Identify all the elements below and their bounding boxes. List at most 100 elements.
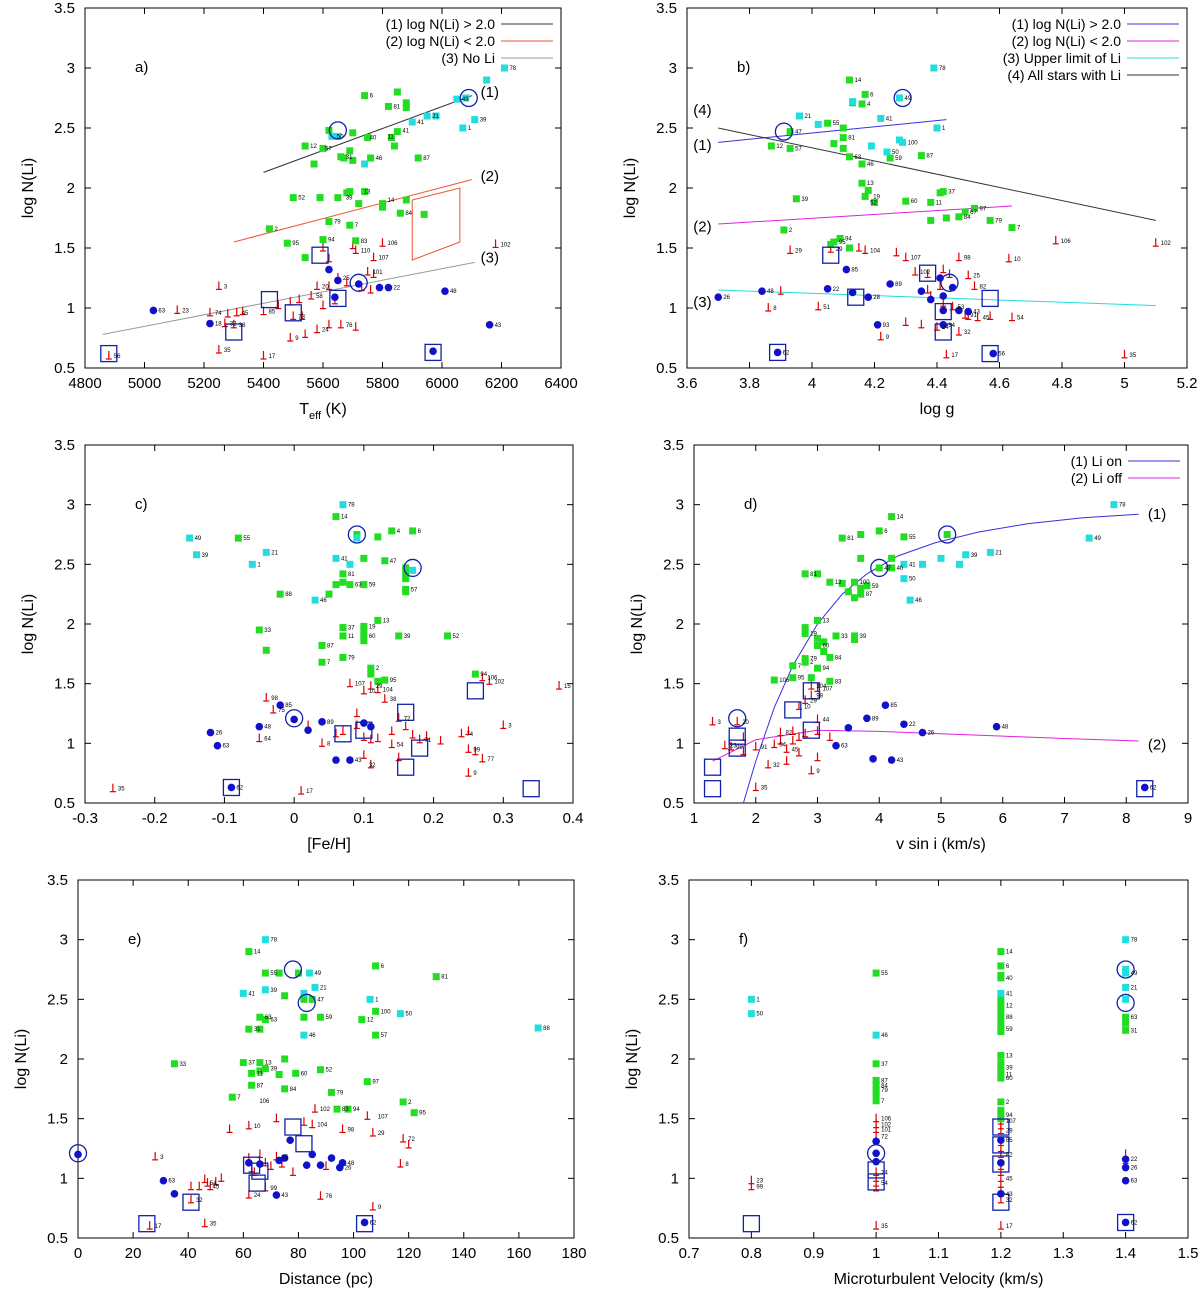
y-tick-label: 0.5 bbox=[47, 1230, 68, 1247]
point-label: 14 bbox=[855, 78, 862, 84]
li-detection-point bbox=[245, 1025, 253, 1033]
no-li-point bbox=[1140, 783, 1149, 792]
upper-limit-marker bbox=[239, 306, 246, 316]
li-detection-point bbox=[851, 578, 859, 586]
li-detection-point bbox=[339, 632, 347, 640]
highlight-box bbox=[802, 682, 820, 700]
no-li-point bbox=[290, 715, 298, 724]
y-tick-label: 3 bbox=[676, 497, 684, 514]
x-tick-label: 80 bbox=[290, 1245, 307, 1262]
x-tick-label: 0.4 bbox=[563, 810, 584, 827]
upper-limit-marker bbox=[367, 759, 374, 769]
li-detection-point bbox=[372, 962, 380, 970]
fit-line-label: (2) bbox=[1148, 737, 1166, 754]
point-label: 12 bbox=[1006, 1003, 1013, 1009]
point-label: 32 bbox=[964, 330, 971, 336]
point-label: 60 bbox=[911, 199, 918, 205]
fit-line-label: (1) bbox=[1148, 506, 1166, 523]
point-label: 39 bbox=[801, 197, 808, 203]
point-label: 63 bbox=[1131, 1179, 1138, 1185]
no-li-point bbox=[823, 285, 832, 293]
li-detection-point bbox=[360, 554, 368, 562]
li-detection-point bbox=[872, 1097, 880, 1105]
li-detection-point bbox=[820, 638, 828, 646]
y-tick-label: 2 bbox=[669, 180, 677, 197]
point-label: 2 bbox=[376, 666, 380, 672]
li-detection-point bbox=[857, 554, 865, 562]
point-label: 102 bbox=[320, 1107, 331, 1113]
li-detection-point-cyan bbox=[899, 138, 907, 146]
li-detection-point bbox=[786, 144, 794, 152]
highlight-box bbox=[934, 323, 952, 341]
point-label: 47 bbox=[317, 997, 324, 1003]
point-label: 37 bbox=[881, 1062, 888, 1068]
li-detection-point-cyan bbox=[918, 560, 926, 568]
point-label: 100 bbox=[908, 140, 919, 146]
no-li-point bbox=[331, 293, 339, 302]
point-label: 76 bbox=[325, 1194, 332, 1200]
legend-label: (2) log N(Li) < 2.0 bbox=[1012, 33, 1122, 49]
point-label: 63 bbox=[168, 1179, 175, 1185]
point-label: 2 bbox=[408, 1100, 412, 1106]
x-tick-label: 7 bbox=[1060, 810, 1068, 827]
x-tick-label: 4 bbox=[875, 810, 883, 827]
li-detection-point bbox=[367, 154, 375, 162]
point-label: 87 bbox=[881, 1078, 888, 1084]
li-detection-point bbox=[289, 194, 297, 202]
li-detection-point bbox=[340, 154, 348, 162]
x-tick-label: 5800 bbox=[366, 375, 399, 392]
plot-frame bbox=[688, 879, 1189, 1239]
highlight-box bbox=[329, 289, 347, 308]
no-li-point bbox=[206, 319, 214, 328]
fit-line-label: (2) bbox=[481, 168, 499, 185]
point-label: 106 bbox=[881, 1117, 892, 1123]
li-detection-point bbox=[801, 655, 809, 663]
point-label: 79 bbox=[348, 655, 355, 661]
point-label: 17 bbox=[306, 789, 313, 795]
upper-limit-marker bbox=[924, 285, 931, 294]
upper-limit-marker bbox=[965, 270, 972, 280]
li-detection-point bbox=[955, 213, 963, 221]
point-label: 46 bbox=[881, 1033, 888, 1039]
point-label: 110 bbox=[361, 248, 371, 254]
point-label: 1 bbox=[756, 997, 760, 1003]
li-detection-point-cyan bbox=[186, 534, 194, 542]
li-detection-point bbox=[379, 203, 386, 211]
li-detection-point bbox=[770, 676, 778, 684]
point-label: 99 bbox=[756, 1185, 763, 1191]
li-detection-point bbox=[332, 581, 340, 589]
upper-limit-marker bbox=[325, 281, 332, 290]
li-detection-point bbox=[861, 192, 869, 200]
point-label: 23 bbox=[730, 744, 737, 750]
upper-limit-marker bbox=[862, 245, 869, 254]
no-li-point bbox=[384, 283, 393, 292]
point-label: 35 bbox=[224, 348, 231, 354]
point-label: 9 bbox=[886, 335, 890, 341]
point-label: 25 bbox=[343, 276, 350, 282]
highlight-box bbox=[992, 1118, 1010, 1136]
li-detection-point bbox=[402, 104, 410, 112]
li-detection-point-cyan bbox=[814, 120, 822, 128]
panel-label: a) bbox=[135, 59, 148, 76]
li-detection-point bbox=[814, 641, 821, 649]
legend-label: (4) All stars with Li bbox=[1007, 67, 1121, 83]
li-detection-point bbox=[838, 579, 846, 587]
fit-line bbox=[263, 95, 472, 173]
no-li-point bbox=[74, 1150, 82, 1159]
point-label: 17 bbox=[155, 1224, 162, 1230]
point-label: 59 bbox=[369, 583, 376, 589]
upper-limit-marker bbox=[402, 721, 409, 731]
highlight-circle bbox=[893, 88, 912, 108]
li-detection-point bbox=[346, 581, 354, 589]
point-label: 49 bbox=[1131, 971, 1138, 977]
plot-frame bbox=[77, 879, 575, 1239]
y-axis-label: log N(Li) bbox=[629, 594, 646, 654]
li-detection-point bbox=[308, 995, 316, 1003]
point-label: 21 bbox=[271, 550, 278, 556]
upper-limit-marker bbox=[877, 331, 884, 341]
upper-limit-marker bbox=[997, 1221, 1004, 1230]
upper-limit-marker bbox=[379, 238, 386, 247]
point-label: 12 bbox=[835, 580, 842, 586]
upper-limit-marker bbox=[397, 1159, 404, 1168]
point-label: 63 bbox=[855, 155, 862, 161]
